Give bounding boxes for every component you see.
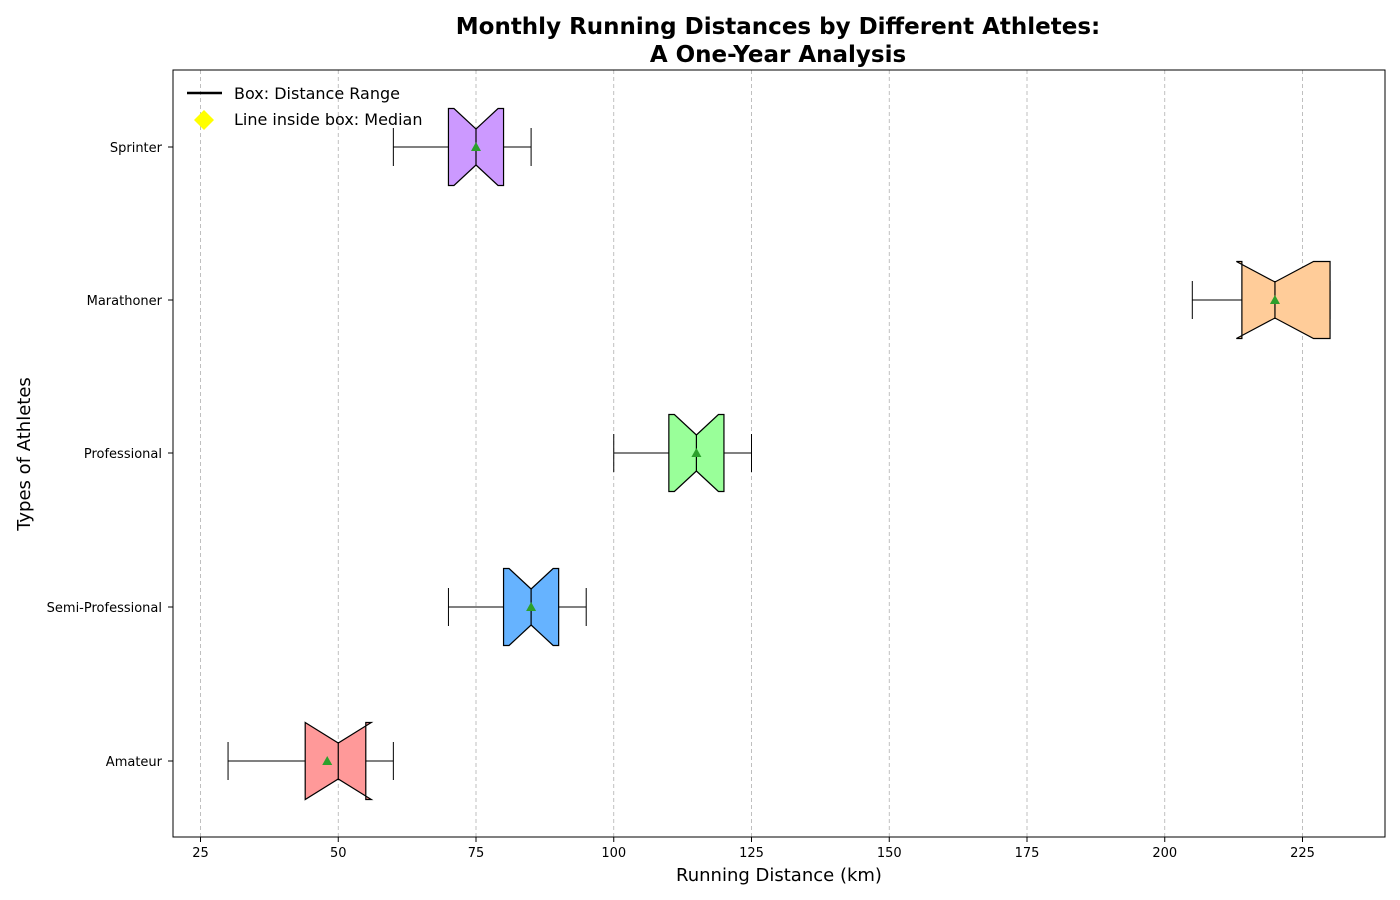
x-tick-label: 175	[1015, 846, 1040, 861]
plot-frame	[172, 69, 1386, 838]
box-professional	[613, 413, 752, 493]
y-tick-label: Semi-Professional	[47, 601, 162, 616]
x-tick-label: 75	[468, 846, 485, 861]
mean-marker	[526, 602, 537, 611]
chart-title-line: A One-Year Analysis	[650, 42, 906, 68]
x-tick-label: 200	[1152, 846, 1177, 861]
x-tick-label: 100	[601, 846, 626, 861]
legend-diamond-marker	[194, 110, 214, 130]
box-marathoner	[1191, 260, 1331, 340]
x-tick-label: 50	[330, 846, 347, 861]
legend-label-range: Box: Distance Range	[234, 84, 400, 103]
y-tick-label: Amateur	[106, 755, 163, 770]
chart-title: Monthly Running Distances by Different A…	[456, 14, 1100, 68]
x-tick-label: 150	[877, 846, 902, 861]
y-tick-label: Sprinter	[110, 141, 163, 156]
box-sprinter	[392, 107, 532, 187]
y-tick-label: Professional	[84, 447, 162, 462]
mean-marker	[1269, 295, 1280, 304]
y-tick-label: Marathoner	[87, 294, 163, 309]
legend: Box: Distance Range Line inside box: Medi…	[187, 84, 422, 130]
box-body	[1236, 260, 1331, 340]
grid-layer	[200, 70, 1303, 837]
mean-marker	[322, 756, 333, 765]
legend-label-median: Line inside box: Median	[234, 110, 422, 129]
x-tick-label: 125	[739, 846, 764, 861]
axis-layer: 25 50 75 100 125 150 175 200 225 Amateur Semi-Prof…	[47, 141, 1315, 861]
x-tick-label: 25	[192, 846, 209, 861]
x-tick-label: 225	[1290, 846, 1315, 861]
box-semi-professional	[447, 567, 587, 647]
box-amateur	[227, 721, 394, 801]
mean-marker	[471, 142, 481, 151]
x-axis-label: Running Distance (km)	[676, 865, 882, 886]
mean-marker	[691, 448, 702, 457]
y-axis-label: Types of Athletes	[14, 377, 35, 532]
chart-title-line: Monthly Running Distances by Different A…	[456, 14, 1100, 40]
box-layer	[227, 107, 1331, 801]
